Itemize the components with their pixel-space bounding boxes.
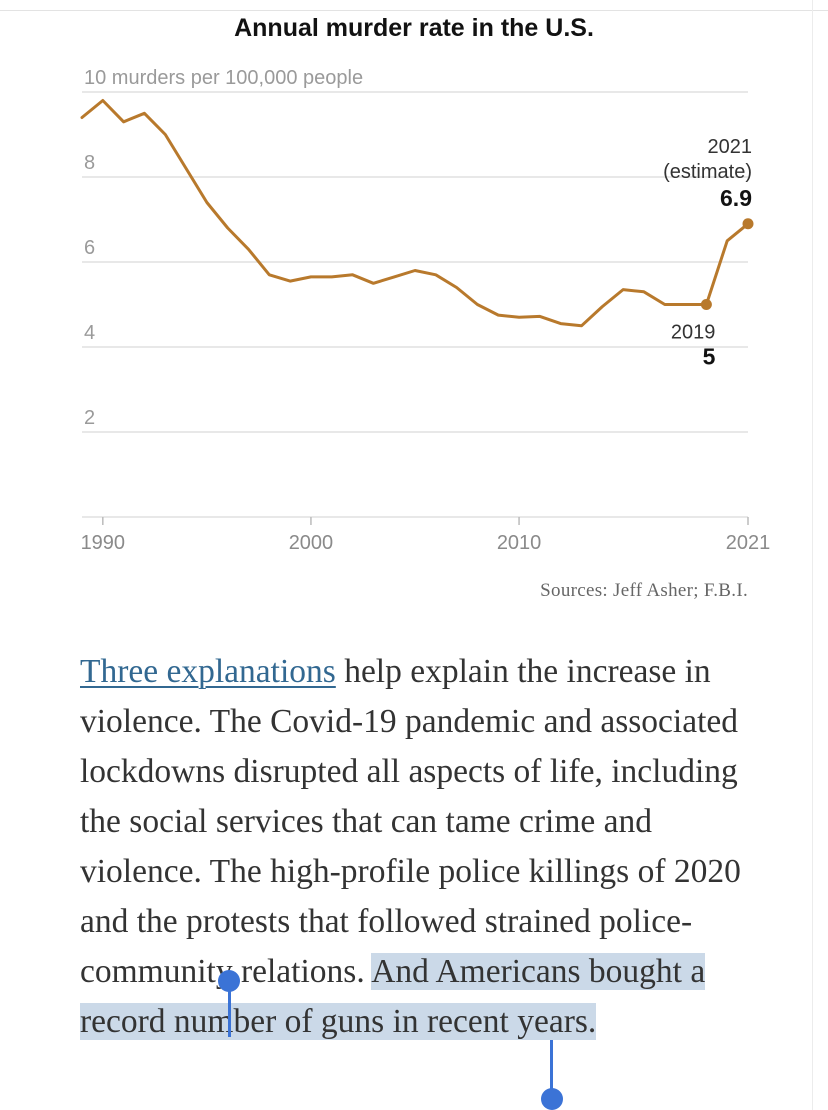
y-tick-label-10: 10 murders per 100,000 people <box>84 67 363 89</box>
annotation-value-2019: 5 <box>703 344 716 370</box>
y-tick-label-2: 2 <box>84 407 95 429</box>
murder-rate-line <box>80 99 750 328</box>
grid-layer <box>82 91 748 518</box>
selection-start-stem <box>228 985 231 1037</box>
selection-end-handle[interactable] <box>541 1088 563 1110</box>
chart-title: Annual murder rate in the U.S. <box>234 14 594 42</box>
selection-end-stem <box>550 1040 553 1092</box>
y-tick-label-4: 4 <box>84 322 95 344</box>
article-paragraph: Three explanations help explain the incr… <box>80 647 760 1047</box>
y-tick-labels: 2 4 6 8 10 murders per 100,000 people <box>84 67 363 429</box>
x-tick-labels: 1990 2000 2010 2021 <box>81 517 771 554</box>
article-text: help explain the increase in violence. T… <box>80 653 741 990</box>
chart: 2 4 6 8 10 murders per 100,000 people 1990 20… <box>80 67 771 554</box>
x-tick-label-1990: 1990 <box>81 532 126 554</box>
x-tick-label-2021: 2021 <box>726 532 771 554</box>
annotation-year-2021: 2021 <box>708 136 753 158</box>
point-2019 <box>700 299 712 310</box>
annotation-year-2019: 2019 <box>671 322 716 344</box>
three-explanations-link[interactable]: Three explanations <box>80 653 336 690</box>
annotation-value-2021: 6.9 <box>720 185 752 211</box>
point-2021 <box>742 218 754 230</box>
right-divider <box>812 0 813 1110</box>
selection-start-handle[interactable] <box>218 970 240 992</box>
x-tick-label-2000: 2000 <box>289 532 334 554</box>
x-tick-label-2010: 2010 <box>497 532 542 554</box>
y-tick-label-8: 8 <box>84 152 95 174</box>
top-divider <box>0 10 828 11</box>
annotation-sublabel-2021: (estimate) <box>663 161 752 183</box>
y-tick-label-6: 6 <box>84 237 95 259</box>
chart-source: Sources: Jeff Asher; F.B.I. <box>540 580 748 601</box>
